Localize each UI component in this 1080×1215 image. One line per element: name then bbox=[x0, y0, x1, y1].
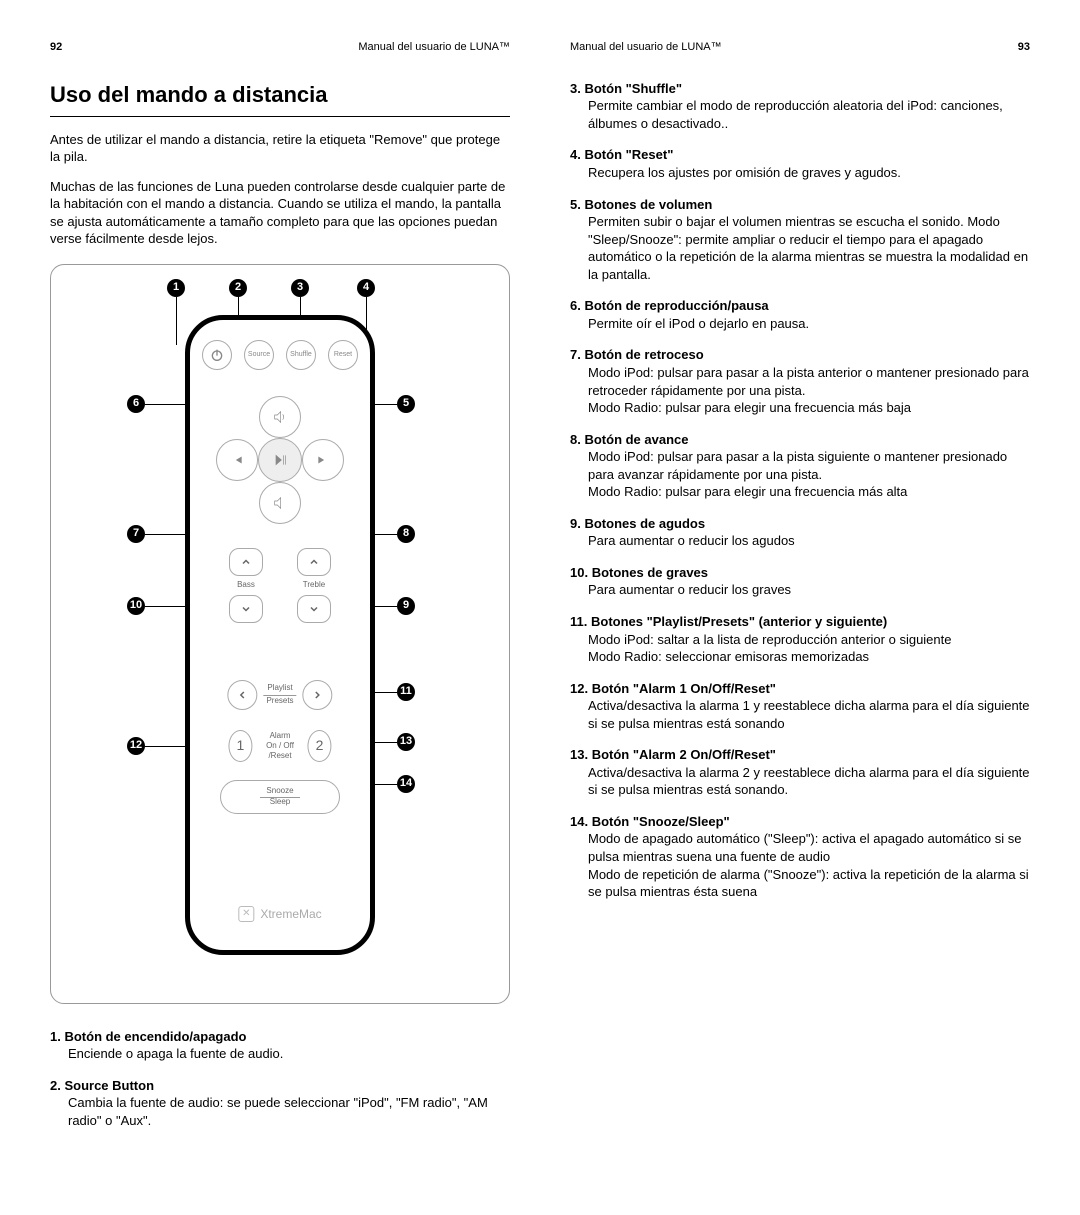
callout-2: 2 bbox=[229, 279, 247, 297]
snooze-label-2: Sleep bbox=[270, 798, 290, 807]
snooze-sleep-button: Snooze Sleep bbox=[220, 780, 340, 814]
playlist-label-group: Playlist Presets bbox=[263, 683, 296, 708]
def-item: 11. Botones "Playlist/Presets" (anterior… bbox=[570, 613, 1030, 666]
def-item: 9. Botones de agudos Para aumentar o red… bbox=[570, 515, 1030, 550]
right-page-header: Manual del usuario de LUNA™ 93 bbox=[570, 40, 1030, 55]
alarm-label-2: On / Off /Reset bbox=[260, 741, 299, 760]
next-track-button bbox=[302, 439, 344, 481]
callout-3: 3 bbox=[291, 279, 309, 297]
chevron-up-icon bbox=[240, 556, 252, 568]
callout-8: 8 bbox=[397, 525, 415, 543]
playlist-prev-button bbox=[227, 680, 257, 710]
callout-12: 12 bbox=[127, 737, 145, 755]
volume-up-icon bbox=[272, 409, 288, 425]
def-item: 5. Botones de volumen Permiten subir o b… bbox=[570, 196, 1030, 284]
callout-9: 9 bbox=[397, 597, 415, 615]
volume-up-button bbox=[259, 396, 301, 438]
page-title: Uso del mando a distancia bbox=[50, 80, 510, 110]
remote-diagram: 1 2 3 4 6 5 7 8 10 9 11 12 13 14 bbox=[50, 264, 510, 1004]
callout-11: 11 bbox=[397, 683, 415, 701]
intro-paragraph-1: Antes de utilizar el mando a distancia, … bbox=[50, 131, 510, 166]
chevron-up-icon bbox=[308, 556, 320, 568]
leader-line bbox=[176, 297, 177, 345]
callout-1: 1 bbox=[167, 279, 185, 297]
def-item: 6. Botón de reproducción/pausa Permite o… bbox=[570, 297, 1030, 332]
def-item: 2. Source Button Cambia la fuente de aud… bbox=[50, 1077, 510, 1130]
brand: ✕ XtremeMac bbox=[238, 906, 321, 922]
volume-down-icon bbox=[272, 495, 288, 511]
playlist-row: Playlist Presets bbox=[227, 680, 332, 710]
alarm-label-group: Alarm On / Off /Reset bbox=[260, 731, 299, 760]
def-item: 3. Botón "Shuffle" Permite cambiar el mo… bbox=[570, 80, 1030, 133]
def-item: 14. Botón "Snooze/Sleep" Modo de apagado… bbox=[570, 813, 1030, 901]
callout-10: 10 bbox=[127, 597, 145, 615]
title-rule bbox=[50, 116, 510, 117]
alarm-1-button: 1 bbox=[228, 730, 252, 762]
callout-14: 14 bbox=[397, 775, 415, 793]
def-item: 10. Botones de graves Para aumentar o re… bbox=[570, 564, 1030, 599]
playlist-next-button bbox=[303, 680, 333, 710]
treble-up-button bbox=[297, 548, 331, 576]
next-icon bbox=[316, 453, 330, 467]
treble-down-button bbox=[297, 595, 331, 623]
prev-icon bbox=[230, 453, 244, 467]
def-item: 8. Botón de avance Modo iPod: pulsar par… bbox=[570, 431, 1030, 501]
prev-track-button bbox=[216, 439, 258, 481]
alarm-label-1: Alarm bbox=[260, 731, 299, 741]
treble-label: Treble bbox=[303, 580, 325, 591]
bass-up-button bbox=[229, 548, 263, 576]
definition-list-left: 1. Botón de encendido/apagado Enciende o… bbox=[50, 1028, 510, 1130]
right-column: Manual del usuario de LUNA™ 93 3. Botón … bbox=[570, 40, 1030, 1144]
play-pause-icon bbox=[272, 452, 288, 468]
remote-outline: Source Shuffle Reset bbox=[185, 315, 375, 955]
chevron-left-icon bbox=[236, 689, 248, 701]
chevron-down-icon bbox=[308, 603, 320, 615]
intro-paragraph-2: Muchas de las funciones de Luna pueden c… bbox=[50, 178, 510, 248]
chevron-right-icon bbox=[312, 689, 324, 701]
definition-list-right: 3. Botón "Shuffle" Permite cambiar el mo… bbox=[570, 80, 1030, 901]
left-page-header: 92 Manual del usuario de LUNA™ bbox=[50, 40, 510, 55]
source-button: Source bbox=[244, 340, 274, 370]
right-page-number: 93 bbox=[1018, 40, 1030, 55]
left-manual-title: Manual del usuario de LUNA™ bbox=[358, 40, 510, 55]
def-item: 13. Botón "Alarm 2 On/Off/Reset" Activa/… bbox=[570, 746, 1030, 799]
dpad bbox=[220, 400, 340, 520]
callout-5: 5 bbox=[397, 395, 415, 413]
left-column: 92 Manual del usuario de LUNA™ Uso del m… bbox=[50, 40, 510, 1144]
brand-icon: ✕ bbox=[238, 906, 254, 922]
shuffle-button: Shuffle bbox=[286, 340, 316, 370]
power-button bbox=[202, 340, 232, 370]
callout-6: 6 bbox=[127, 395, 145, 413]
reset-button: Reset bbox=[328, 340, 358, 370]
chevron-down-icon bbox=[240, 603, 252, 615]
playlist-label-1: Playlist bbox=[263, 683, 296, 697]
def-item: 12. Botón "Alarm 1 On/Off/Reset" Activa/… bbox=[570, 680, 1030, 733]
def-item: 1. Botón de encendido/apagado Enciende o… bbox=[50, 1028, 510, 1063]
bass-down-button bbox=[229, 595, 263, 623]
playlist-label-2: Presets bbox=[263, 696, 296, 707]
volume-down-button bbox=[259, 482, 301, 524]
bass-controls: Bass bbox=[226, 548, 266, 623]
right-manual-title: Manual del usuario de LUNA™ bbox=[570, 40, 722, 55]
callout-13: 13 bbox=[397, 733, 415, 751]
power-icon bbox=[209, 347, 225, 363]
def-item: 7. Botón de retroceso Modo iPod: pulsar … bbox=[570, 346, 1030, 416]
bass-label: Bass bbox=[237, 580, 255, 591]
treble-controls: Treble bbox=[294, 548, 334, 623]
alarm-2-button: 2 bbox=[308, 730, 332, 762]
alarm-row: 1 Alarm On / Off /Reset 2 bbox=[228, 730, 331, 762]
callout-4: 4 bbox=[357, 279, 375, 297]
callout-7: 7 bbox=[127, 525, 145, 543]
left-page-number: 92 bbox=[50, 40, 62, 55]
intro-block: Antes de utilizar el mando a distancia, … bbox=[50, 131, 510, 248]
brand-text: XtremeMac bbox=[260, 906, 321, 922]
def-item: 4. Botón "Reset" Recupera los ajustes po… bbox=[570, 146, 1030, 181]
play-pause-button bbox=[258, 438, 302, 482]
